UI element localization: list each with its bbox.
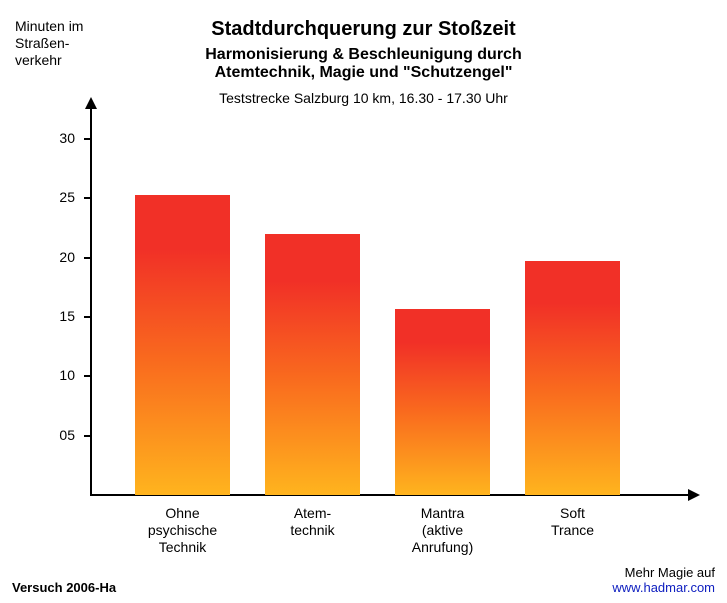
x-label: Mantra(aktiveAnrufung) bbox=[380, 505, 505, 555]
chart-subtitle: Harmonisierung & Beschleunigung durch At… bbox=[0, 46, 727, 82]
chart-title: Stadtdurchquerung zur Stoßzeit bbox=[0, 18, 727, 41]
y-tick bbox=[84, 257, 90, 259]
footer-right: Mehr Magie auf www.hadmar.com bbox=[612, 565, 715, 595]
y-tick bbox=[84, 197, 90, 199]
bar bbox=[395, 309, 490, 495]
x-label: OhnepsychischeTechnik bbox=[120, 505, 245, 555]
footer-right-text: Mehr Magie auf bbox=[625, 565, 715, 580]
y-tick-label: 20 bbox=[35, 249, 75, 265]
y-tick bbox=[84, 435, 90, 437]
y-tick bbox=[84, 138, 90, 140]
chart-subnote: Teststrecke Salzburg 10 km, 16.30 - 17.3… bbox=[0, 90, 727, 106]
y-tick-label: 10 bbox=[35, 367, 75, 383]
x-label: SoftTrance bbox=[510, 505, 635, 539]
plot-area: 051015202530OhnepsychischeTechnikAtem-te… bbox=[90, 115, 680, 495]
x-label: Atem-technik bbox=[250, 505, 375, 539]
y-tick-label: 30 bbox=[35, 130, 75, 146]
x-axis-arrow bbox=[688, 489, 700, 501]
footer-link[interactable]: www.hadmar.com bbox=[612, 580, 715, 595]
y-tick-label: 05 bbox=[35, 427, 75, 443]
y-tick-label: 25 bbox=[35, 189, 75, 205]
y-tick bbox=[84, 375, 90, 377]
bar bbox=[135, 195, 230, 495]
chart-subtitle-l2: Atemtechnik, Magie und "Schutzengel" bbox=[215, 64, 513, 81]
chart-subtitle-l1: Harmonisierung & Beschleunigung durch bbox=[205, 46, 521, 63]
bar bbox=[265, 234, 360, 495]
y-tick-label: 15 bbox=[35, 308, 75, 324]
bar bbox=[525, 261, 620, 495]
y-tick bbox=[84, 316, 90, 318]
y-axis-line bbox=[90, 105, 92, 495]
footer-left: Versuch 2006-Ha bbox=[12, 580, 116, 595]
chart-container: Minuten im Straßen- verkehr Stadtdurchqu… bbox=[0, 0, 727, 603]
y-axis-arrow bbox=[85, 97, 97, 109]
